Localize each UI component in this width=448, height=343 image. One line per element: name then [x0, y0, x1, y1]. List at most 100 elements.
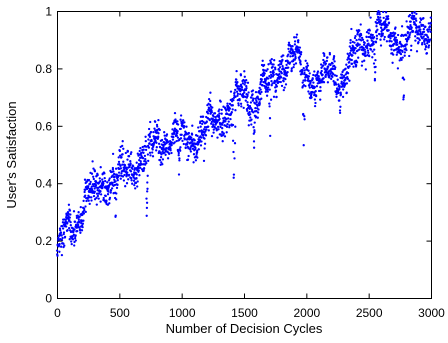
data-point — [216, 125, 220, 129]
data-point — [153, 127, 156, 130]
data-point — [79, 228, 82, 231]
data-point — [355, 63, 358, 67]
data-point — [275, 85, 278, 88]
data-point — [224, 120, 227, 123]
data-point — [390, 48, 393, 51]
x-axis-ticks: 0 500 1000 1500 2000 2500 3000 — [54, 11, 445, 320]
data-point — [248, 110, 251, 114]
data-point — [175, 139, 178, 143]
data-point — [149, 154, 152, 157]
data-point — [306, 62, 309, 65]
data-point — [325, 59, 329, 63]
data-point — [391, 61, 394, 64]
data-point — [364, 54, 367, 58]
data-point — [302, 67, 305, 70]
data-point — [220, 112, 223, 115]
y-tick-label: 0.8 — [35, 62, 52, 76]
data-point — [268, 88, 271, 91]
data-point — [366, 49, 370, 52]
data-point — [338, 99, 341, 102]
data-point — [155, 149, 158, 152]
data-point — [111, 152, 115, 156]
data-point — [146, 174, 149, 177]
data-point — [124, 185, 127, 188]
data-point — [244, 88, 248, 92]
data-point — [181, 122, 184, 125]
data-point — [96, 173, 99, 177]
data-point — [102, 196, 105, 200]
data-point — [387, 21, 391, 24]
data-point — [253, 130, 256, 134]
data-point — [385, 26, 388, 29]
data-point — [146, 181, 149, 184]
data-point — [58, 250, 61, 253]
data-point — [251, 89, 255, 92]
data-point — [227, 117, 230, 120]
data-point — [66, 229, 69, 232]
data-point — [85, 199, 88, 203]
data-point — [287, 41, 291, 44]
data-point — [359, 23, 362, 26]
data-point — [92, 184, 95, 188]
data-point — [414, 35, 417, 38]
data-point — [320, 69, 323, 73]
data-point — [273, 59, 276, 62]
data-point — [156, 125, 159, 128]
data-point — [337, 91, 340, 95]
data-point — [405, 34, 408, 37]
data-point — [330, 77, 333, 81]
data-point — [139, 166, 142, 169]
data-point — [338, 109, 342, 112]
data-point — [285, 63, 288, 67]
data-point — [362, 43, 366, 46]
data-point — [293, 43, 297, 46]
data-point — [409, 20, 412, 23]
data-point — [421, 41, 424, 45]
data-point — [171, 128, 174, 131]
data-point — [99, 189, 102, 193]
data-point — [166, 141, 170, 144]
data-point — [305, 66, 308, 69]
data-point — [308, 92, 311, 95]
data-point — [121, 140, 124, 143]
data-point — [102, 182, 105, 185]
data-point — [387, 29, 390, 32]
data-point — [292, 54, 295, 57]
data-point — [67, 226, 71, 230]
data-point — [95, 181, 98, 184]
data-point — [170, 143, 173, 147]
data-point — [292, 63, 296, 66]
data-point — [282, 80, 285, 83]
data-point — [394, 36, 398, 39]
data-point — [210, 134, 214, 138]
data-point — [264, 79, 267, 82]
data-point — [55, 249, 59, 252]
data-point — [170, 141, 174, 144]
data-points — [55, 9, 432, 257]
data-point — [150, 139, 153, 143]
data-point — [162, 145, 165, 149]
data-point — [352, 65, 355, 68]
data-point — [429, 30, 432, 33]
data-point — [137, 169, 140, 172]
data-point — [176, 136, 180, 139]
data-point — [322, 81, 326, 84]
data-point — [132, 165, 135, 168]
data-point — [329, 63, 332, 66]
data-point — [189, 141, 193, 145]
data-point — [381, 34, 384, 37]
data-point — [243, 70, 246, 73]
data-point — [272, 73, 275, 77]
data-point — [245, 78, 248, 82]
data-point — [269, 76, 272, 79]
data-point — [348, 79, 351, 82]
data-point — [105, 199, 108, 203]
x-tick-label: 2000 — [293, 306, 320, 320]
data-point — [173, 111, 177, 115]
data-point — [198, 129, 201, 133]
data-point — [363, 59, 366, 62]
data-point — [93, 187, 96, 190]
data-point — [317, 75, 320, 78]
data-point — [222, 132, 225, 135]
data-point — [63, 235, 67, 239]
